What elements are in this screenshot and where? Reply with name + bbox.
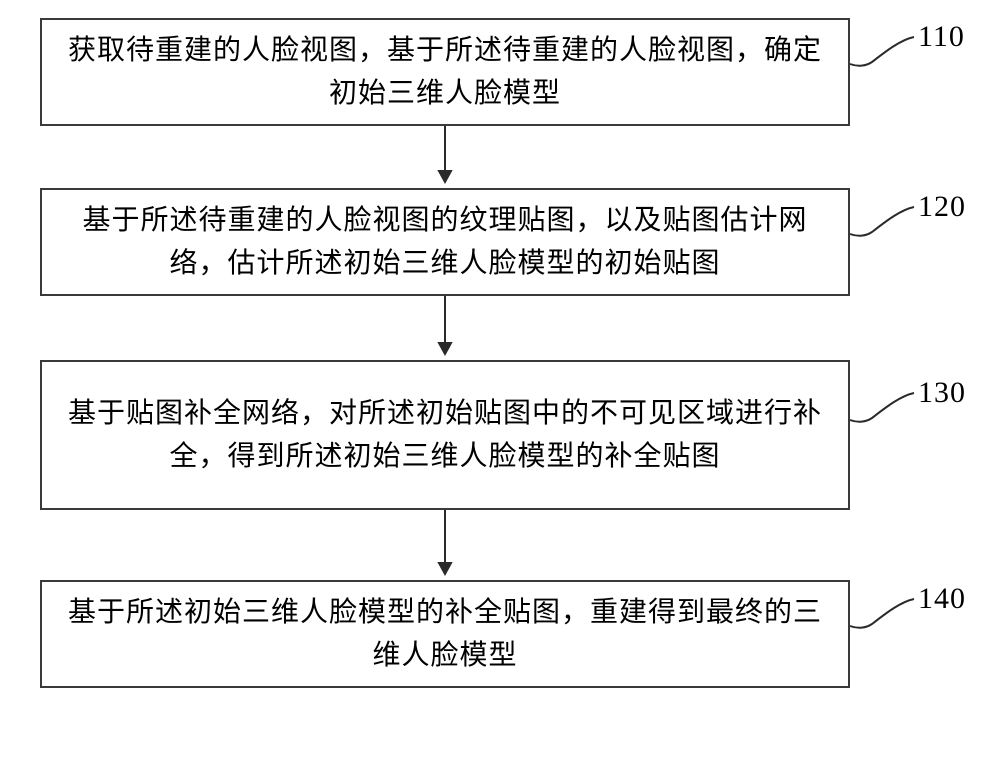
flow-arrow bbox=[0, 0, 1000, 774]
flowchart-canvas: 获取待重建的人脸视图，基于所述待重建的人脸视图，确定初始三维人脸模型110基于所… bbox=[0, 0, 1000, 774]
